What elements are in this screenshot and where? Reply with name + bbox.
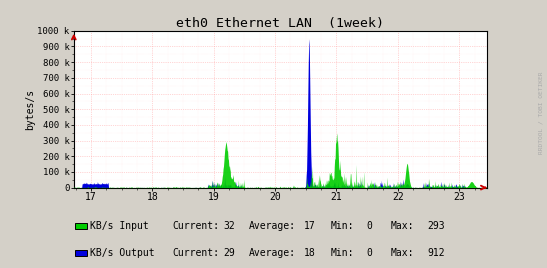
- Text: Max:: Max:: [391, 221, 415, 232]
- Text: RRDTOOL / TOBI OETIKER: RRDTOOL / TOBI OETIKER: [538, 71, 543, 154]
- Text: 293: 293: [428, 221, 445, 232]
- Text: 0: 0: [366, 221, 373, 232]
- Text: Current:: Current:: [172, 221, 219, 232]
- Text: 912: 912: [428, 248, 445, 258]
- Text: KB/s Input: KB/s Input: [90, 221, 149, 232]
- Text: KB/s Output: KB/s Output: [90, 248, 155, 258]
- Text: 0: 0: [366, 248, 373, 258]
- Text: Average:: Average:: [249, 248, 296, 258]
- Text: Average:: Average:: [249, 221, 296, 232]
- Y-axis label: bytes/s: bytes/s: [25, 89, 34, 130]
- Text: Min:: Min:: [331, 221, 354, 232]
- Text: 17: 17: [304, 221, 316, 232]
- Text: 18: 18: [304, 248, 316, 258]
- Text: Max:: Max:: [391, 248, 415, 258]
- Text: Current:: Current:: [172, 248, 219, 258]
- Title: eth0 Ethernet LAN  (1week): eth0 Ethernet LAN (1week): [176, 17, 385, 30]
- Text: Min:: Min:: [331, 248, 354, 258]
- Text: 32: 32: [223, 221, 235, 232]
- Text: 29: 29: [223, 248, 235, 258]
